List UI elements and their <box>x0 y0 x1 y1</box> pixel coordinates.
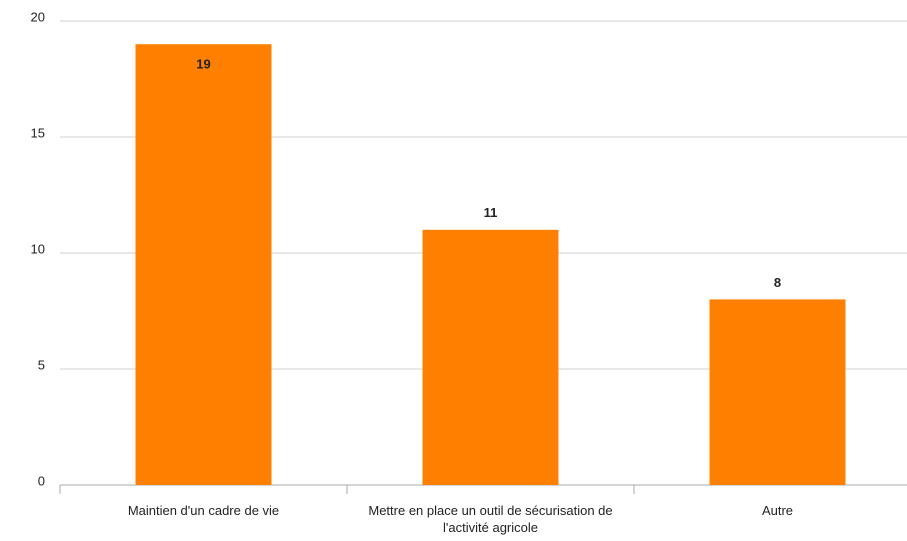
bar <box>135 44 272 485</box>
value-label: 8 <box>774 275 781 290</box>
bar <box>709 299 846 485</box>
y-tick-label: 5 <box>38 357 45 372</box>
y-tick-label: 15 <box>31 125 45 140</box>
x-tick-label: Autre <box>761 503 794 518</box>
bar <box>422 229 559 485</box>
value-label: 19 <box>196 57 210 72</box>
y-tick-label: 0 <box>38 473 45 488</box>
y-tick-label: 10 <box>31 241 45 256</box>
y-tick-label: 20 <box>31 9 45 24</box>
value-label: 11 <box>484 205 498 220</box>
x-tick-label: Mettre en place un outil de sécurisation… <box>368 503 613 535</box>
x-tick-label: Maintien d'un cadre de vie <box>127 503 280 518</box>
